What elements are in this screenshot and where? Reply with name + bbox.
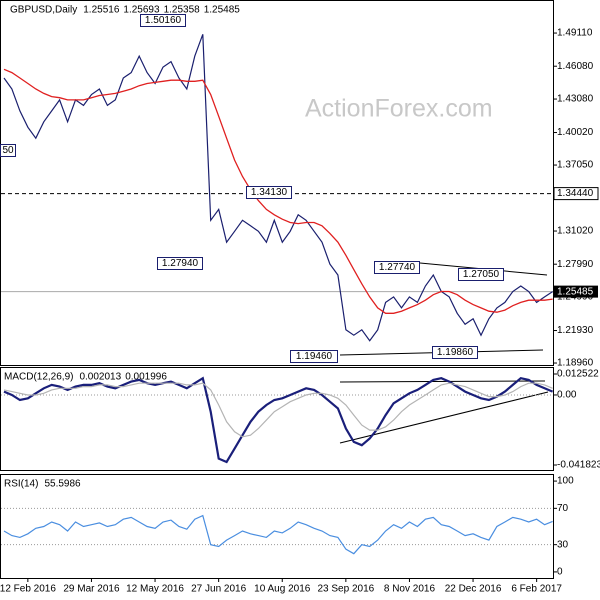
y-tick-label: 0.012522 [557, 369, 599, 380]
annotation-label: 1.50160 [145, 15, 182, 26]
y-tick-label: 1.27990 [557, 259, 594, 270]
annotation-box [246, 186, 292, 199]
annotation-label: 1.34130 [251, 187, 288, 198]
readout: 1.25516 [83, 5, 120, 16]
annotation-box [157, 257, 203, 270]
readout: 1.25693 [123, 5, 160, 16]
x-tick-label: 12 Feb 2016 [0, 584, 56, 595]
macd-panel [0, 367, 554, 471]
panel-title: RSI(14) [4, 479, 38, 490]
y-tick-label: 1.31020 [557, 226, 594, 237]
y-tick-label: 1.43080 [557, 94, 594, 105]
x-tick-label: 29 Mar 2016 [63, 584, 120, 595]
panel-title: GBPUSD,Daily [10, 5, 77, 16]
level-label: 1.34440 [557, 188, 594, 199]
y-tick-label: 1.18960 [557, 358, 594, 369]
y-tick-label: 30 [557, 539, 569, 550]
y-tick-label: -0.041823 [557, 460, 600, 471]
y-tick-label: 70 [557, 503, 569, 514]
readout: 0.001996 [125, 372, 167, 383]
panel-title: MACD(12,26,9) [4, 372, 73, 383]
y-tick-label: 1.37050 [557, 160, 594, 171]
x-tick-label: 10 Aug 2016 [254, 584, 311, 595]
x-tick-label: 6 Feb 2017 [511, 584, 562, 595]
watermark: ActionForex.com [305, 95, 493, 123]
y-tick-label: 0 [557, 567, 563, 578]
x-tick-label: 22 Dec 2016 [445, 584, 502, 595]
trendline [339, 391, 549, 444]
annotation-label: 1.27740 [379, 262, 416, 273]
y-tick-label: 1.21930 [557, 325, 594, 336]
series-line [3, 34, 553, 342]
annotation-box [374, 261, 420, 274]
price-panel [0, 0, 554, 366]
y-tick-label: 1.49110 [557, 28, 593, 39]
series-line [3, 68, 553, 314]
trendline [339, 380, 546, 383]
annotation-label: 1.19860 [437, 347, 474, 358]
readout: 0.002013 [79, 372, 121, 383]
last-price-box [554, 285, 598, 298]
annotation-label: 50 [2, 145, 14, 156]
x-tick-label: 12 May 2016 [126, 584, 184, 595]
series-line [3, 376, 554, 464]
readout: 55.5986 [44, 479, 81, 490]
y-tick-label: 100 [557, 476, 574, 487]
y-tick-label: 1.46080 [557, 61, 594, 72]
annotation-box [140, 14, 186, 27]
annotation-label: 1.27050 [463, 269, 500, 280]
x-tick-label: 8 Nov 2016 [384, 584, 436, 595]
annotation-box [290, 350, 338, 363]
annotation-label: 1.19460 [296, 351, 333, 362]
annotation-box [432, 346, 478, 359]
annotation-label: 1.27940 [162, 258, 199, 269]
readout: 1.25358 [164, 5, 201, 16]
series-line [3, 382, 553, 438]
annotation-box [458, 268, 504, 281]
annotation-box [0, 144, 16, 157]
x-tick-label: 23 Sep 2016 [317, 584, 374, 595]
series-line [3, 514, 553, 555]
y-tick-label: 0.00 [557, 390, 577, 401]
y-tick-label: 1.40020 [557, 127, 594, 138]
x-tick-label: 27 Jun 2016 [191, 584, 246, 595]
last-price-label: 1.25485 [557, 286, 594, 297]
level-box [553, 187, 599, 201]
rsi-panel [0, 474, 554, 579]
readout: 1.25485 [204, 5, 241, 16]
